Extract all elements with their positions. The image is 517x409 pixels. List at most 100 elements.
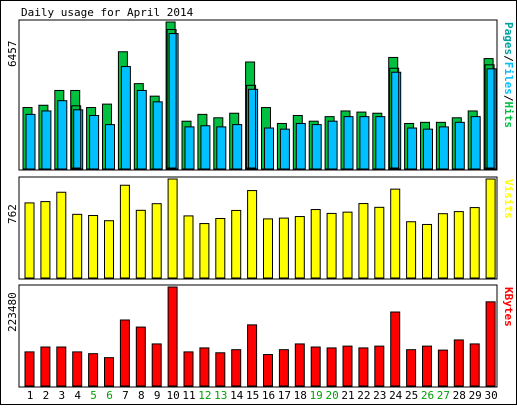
- visits-bar-day-16: [263, 218, 273, 279]
- legend: KBytes: [502, 287, 515, 327]
- kbytes-bar-day-16: [263, 354, 273, 387]
- visits-bar-day-22: [358, 203, 369, 279]
- files-bar-day-2: [41, 110, 52, 170]
- files-bar-day-5: [89, 114, 100, 170]
- kbytes-bar-day-29: [469, 343, 480, 387]
- kbytes-bar-day-24: [390, 311, 401, 387]
- day-label-2: 2: [43, 389, 50, 402]
- pages-bar-day-30: [484, 64, 495, 169]
- visits-bar-day-5: [88, 215, 99, 279]
- kbytes-bar-day-10: [167, 286, 178, 387]
- visits-bar-day-28: [453, 211, 464, 279]
- kbytes-bar-day-9: [151, 343, 162, 387]
- legend-entry: /: [502, 95, 515, 102]
- kbytes-bar-day-27: [437, 349, 448, 387]
- files-bar-day-29: [470, 116, 481, 170]
- kbytes-bar-day-11: [183, 351, 194, 387]
- visits-bar-day-25: [406, 221, 417, 279]
- files-bar-day-27: [438, 126, 449, 170]
- kbytes-bar-day-12: [199, 347, 210, 387]
- panel-3: 223480 KBytes: [6, 284, 515, 388]
- chart-title: Daily usage for April 2014: [21, 6, 194, 19]
- visits-bar-day-14: [231, 209, 242, 279]
- visits-bar-day-1: [24, 202, 35, 279]
- kbytes-bar-day-21: [342, 345, 353, 387]
- files-bar-day-7: [120, 66, 131, 170]
- files-bar-day-10: [168, 33, 179, 170]
- visits-bar-day-12: [199, 223, 210, 279]
- day-label-21: 21: [341, 389, 354, 402]
- visits-bar-day-24: [390, 188, 401, 279]
- legend-entry: Pages: [502, 22, 515, 55]
- panel-frame: [18, 176, 498, 280]
- files-bar-day-3: [57, 100, 68, 170]
- files-bar-day-23: [375, 116, 386, 170]
- day-label-8: 8: [138, 389, 145, 402]
- legend-entry: /: [502, 55, 515, 62]
- day-label-5: 5: [90, 389, 97, 402]
- day-label-9: 9: [154, 389, 161, 402]
- day-label-3: 3: [58, 389, 65, 402]
- kbytes-bar-day-30: [485, 301, 496, 387]
- visits-bar-day-18: [294, 216, 305, 279]
- day-label-15: 15: [246, 389, 259, 402]
- visits-bar-day-3: [56, 191, 67, 279]
- day-label-19: 19: [310, 389, 323, 402]
- visits-bar-day-6: [104, 220, 114, 279]
- day-label-27: 27: [437, 389, 450, 402]
- panel-1: 6457 Pages/Files/Hits: [6, 19, 515, 171]
- files-bar-day-24: [391, 71, 402, 170]
- day-label-18: 18: [294, 389, 307, 402]
- files-bar-day-1: [25, 113, 36, 170]
- kbytes-bar-day-4: [72, 351, 83, 387]
- files-bar-day-18: [295, 122, 306, 170]
- kbytes-bar-day-6: [104, 357, 114, 387]
- files-bar-day-30: [486, 68, 497, 170]
- day-label-30: 30: [484, 389, 497, 402]
- files-bar-day-19: [311, 124, 322, 170]
- kbytes-bar-day-5: [88, 353, 99, 387]
- files-bar-day-4: [73, 109, 84, 170]
- day-label-26: 26: [421, 389, 434, 402]
- visits-bar-day-9: [151, 203, 162, 279]
- visits-bar-day-20: [326, 212, 337, 279]
- panel-2: 762 Visits: [6, 176, 515, 280]
- kbytes-bar-day-3: [56, 346, 67, 387]
- files-bar-day-8: [136, 89, 147, 170]
- pages-bar-day-15: [246, 84, 257, 169]
- day-label-20: 20: [325, 389, 338, 402]
- kbytes-bar-day-14: [231, 349, 242, 387]
- kbytes-bar-day-19: [310, 346, 321, 387]
- day-label-13: 13: [214, 389, 227, 402]
- kbytes-bar-day-1: [24, 351, 35, 387]
- y-axis-max-label: 6457: [6, 41, 19, 68]
- pages-bar-day-10: [166, 29, 177, 169]
- visits-bar-day-4: [72, 213, 83, 279]
- legend-entry: KBytes: [502, 287, 515, 327]
- day-label-4: 4: [74, 389, 81, 402]
- pages-bar-day-24: [389, 67, 400, 169]
- visits-bar-day-10: [167, 178, 178, 279]
- x-axis-day-labels: 1 2 3 4 5 6 7 8 9 10 11 12 13 14 15 16 17 18 19 20 21 22 23 24 2…: [27, 389, 498, 402]
- visits-bar-day-11: [183, 215, 194, 279]
- day-label-22: 22: [357, 389, 370, 402]
- day-label-1: 1: [27, 389, 34, 402]
- files-bar-day-26: [423, 128, 433, 170]
- day-label-7: 7: [122, 389, 129, 402]
- legend-entry: Files: [502, 62, 515, 95]
- kbytes-bar-day-22: [358, 347, 369, 387]
- day-label-23: 23: [373, 389, 386, 402]
- kbytes-bar-day-25: [406, 349, 417, 387]
- pages-bar-day-4: [71, 105, 82, 169]
- day-label-14: 14: [230, 389, 244, 402]
- y-axis-max-label: 223480: [6, 292, 19, 332]
- day-label-16: 16: [262, 389, 275, 402]
- files-bar-day-16: [264, 127, 274, 170]
- kbytes-bar-day-15: [247, 324, 258, 387]
- files-bar-day-17: [279, 128, 290, 170]
- files-bar-day-14: [232, 124, 243, 170]
- day-label-25: 25: [405, 389, 418, 402]
- visits-bar-day-8: [135, 209, 146, 279]
